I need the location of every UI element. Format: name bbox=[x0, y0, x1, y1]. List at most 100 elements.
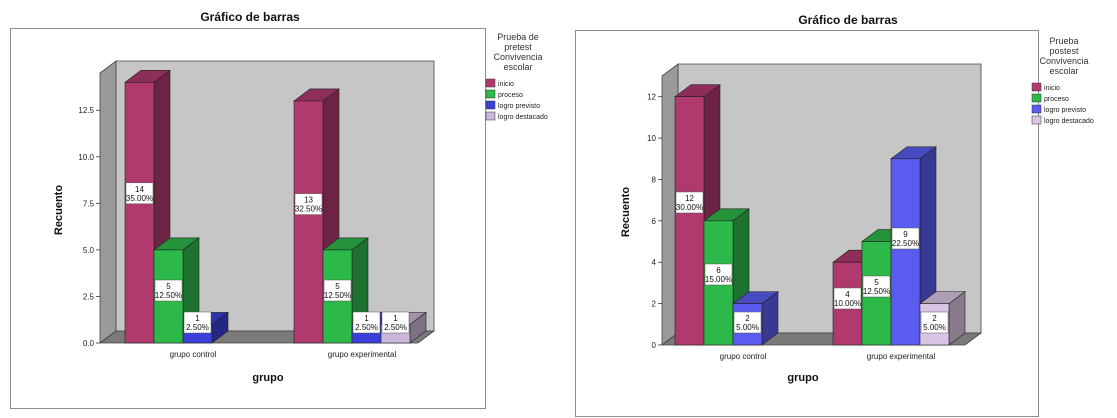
y-tick-label: 10 bbox=[647, 134, 656, 143]
data-label-box bbox=[675, 191, 704, 214]
data-label-count: 4 bbox=[845, 290, 850, 299]
chart-panel-postest: Gráfico de barras 0 2 4 6 8 10 12 Recuento grupo g… bbox=[566, 0, 1117, 418]
data-label-box bbox=[833, 287, 862, 310]
data-label-count: 1 bbox=[195, 314, 200, 323]
legend-swatch bbox=[1031, 115, 1042, 125]
data-label-percent: 12.50% bbox=[155, 291, 182, 300]
data-label-percent: 12.50% bbox=[324, 291, 351, 300]
legend-swatch bbox=[485, 111, 496, 121]
legend-swatch bbox=[1031, 93, 1042, 103]
bar-chart-pretest: Gráfico de barras 0.0 2.5 5.0 7.5 10.0 12.5 Rec… bbox=[53, 10, 548, 384]
legend-label: logro previsto bbox=[498, 103, 540, 110]
x-category-label: grupo experimental bbox=[867, 352, 936, 361]
data-label-box bbox=[733, 311, 762, 334]
data-label-percent: 22.50% bbox=[892, 239, 919, 248]
bar bbox=[293, 100, 324, 344]
data-label-box bbox=[704, 263, 733, 286]
bar bbox=[674, 96, 705, 346]
legend-label: logro previsto bbox=[1044, 107, 1086, 114]
legend-swatch bbox=[1031, 82, 1042, 92]
data-label-box bbox=[294, 193, 323, 215]
data-label-percent: 30.00% bbox=[676, 203, 703, 212]
chart-panel-pretest: Gráfico de barras 0.0 2.5 5.0 7.5 10.0 12.5 Rec… bbox=[10, 10, 548, 409]
data-label: 12.50% bbox=[183, 311, 212, 334]
data-label-percent: 2.50% bbox=[355, 323, 378, 332]
data-label-box bbox=[154, 279, 183, 302]
legend-swatch bbox=[1031, 104, 1042, 114]
data-label-percent: 35.00% bbox=[126, 194, 153, 203]
data-label-count: 5 bbox=[874, 278, 879, 287]
legend-title-line: postest bbox=[1049, 46, 1079, 56]
y-tick-label: 12.5 bbox=[78, 106, 94, 115]
data-label-count: 5 bbox=[166, 282, 171, 291]
data-label: 410.00% bbox=[833, 287, 862, 310]
data-label-box bbox=[862, 275, 891, 298]
data-label: 512.50% bbox=[323, 279, 352, 302]
data-label-count: 1 bbox=[364, 314, 369, 323]
data-label-box bbox=[352, 311, 381, 334]
bar bbox=[124, 82, 155, 344]
data-label-count: 2 bbox=[932, 314, 937, 323]
data-label-percent: 15.00% bbox=[705, 275, 732, 284]
data-label: 25.00% bbox=[733, 311, 762, 334]
data-label: 512.50% bbox=[154, 279, 183, 302]
y-axis-title: Recuento bbox=[620, 187, 632, 237]
y-tick-label: 0.0 bbox=[83, 339, 95, 348]
data-label-box bbox=[891, 227, 920, 250]
data-label: 25.00% bbox=[920, 311, 949, 334]
data-label-percent: 12.50% bbox=[863, 287, 890, 296]
legend-title-line: Prueba bbox=[1049, 36, 1078, 46]
data-label-count: 1 bbox=[393, 314, 398, 323]
data-label: 922.50% bbox=[891, 227, 920, 250]
data-label-percent: 2.50% bbox=[186, 323, 209, 332]
legend-swatch bbox=[485, 100, 496, 110]
x-category-label: grupo control bbox=[720, 352, 767, 361]
chart-title: Gráfico de barras bbox=[798, 13, 898, 27]
y-tick-label: 12 bbox=[647, 93, 656, 102]
data-label-count: 6 bbox=[716, 266, 721, 275]
data-label-count: 2 bbox=[745, 314, 750, 323]
data-label-box bbox=[323, 279, 352, 302]
data-label-percent: 5.00% bbox=[923, 323, 946, 332]
data-label: 512.50% bbox=[862, 275, 891, 298]
x-axis-title: grupo bbox=[787, 372, 818, 384]
data-label-percent: 32.50% bbox=[295, 205, 322, 214]
y-tick-label: 10.0 bbox=[78, 153, 94, 162]
data-label-count: 5 bbox=[335, 282, 340, 291]
x-category-label: grupo control bbox=[170, 350, 217, 359]
chart-title: Gráfico de barras bbox=[200, 10, 300, 24]
legend-title-line: escolar bbox=[1049, 66, 1078, 76]
legend-title-line: pretest bbox=[504, 42, 532, 52]
x-axis-title: grupo bbox=[252, 372, 283, 384]
legend-label: inicio bbox=[498, 81, 514, 88]
bar-chart-postest: Gráfico de barras 0 2 4 6 8 10 12 Recuento grupo g… bbox=[620, 13, 1094, 384]
legend-title-line: escolar bbox=[503, 62, 532, 72]
data-label-percent: 2.50% bbox=[384, 323, 407, 332]
data-label-count: 9 bbox=[903, 230, 908, 239]
data-label: 12.50% bbox=[381, 311, 410, 334]
y-tick-label: 2 bbox=[652, 300, 657, 309]
data-label-box bbox=[125, 182, 154, 205]
y-tick-label: 4 bbox=[652, 258, 657, 267]
data-label-box bbox=[381, 311, 410, 334]
legend-label: proceso bbox=[1044, 96, 1069, 103]
data-label-box bbox=[183, 311, 212, 334]
data-label-count: 12 bbox=[685, 194, 694, 203]
data-label-count: 14 bbox=[135, 185, 144, 194]
legend-label: logro destacado bbox=[498, 114, 548, 121]
legend-label: inicio bbox=[1044, 85, 1060, 92]
legend-swatch bbox=[485, 78, 496, 88]
data-label-box bbox=[920, 311, 949, 334]
legend-label: proceso bbox=[498, 92, 523, 99]
data-label: 12.50% bbox=[352, 311, 381, 334]
plot-left-wall bbox=[99, 60, 117, 344]
data-label-count: 13 bbox=[304, 196, 313, 205]
y-tick-label: 0 bbox=[652, 341, 657, 350]
y-tick-label: 5.0 bbox=[83, 246, 95, 255]
legend-swatch bbox=[485, 89, 496, 99]
data-label-percent: 5.00% bbox=[736, 323, 759, 332]
